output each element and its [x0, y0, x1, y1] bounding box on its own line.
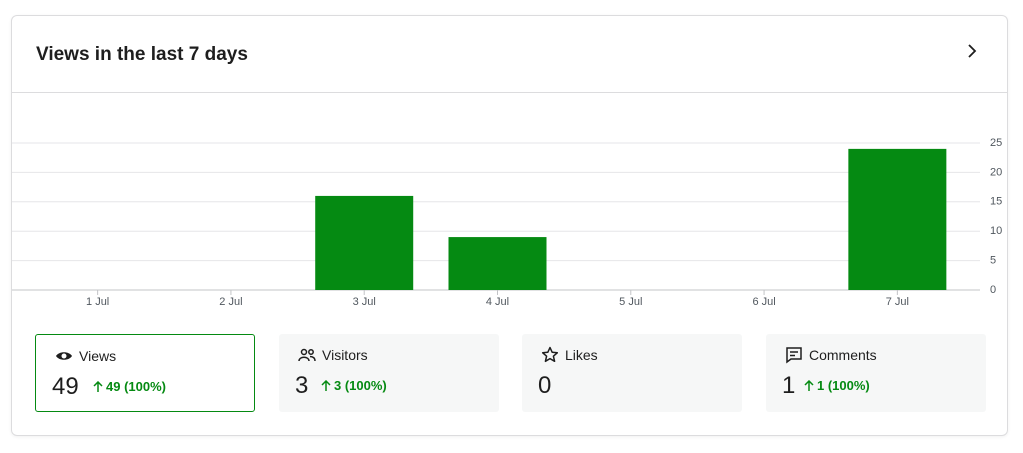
stat-value: 3	[295, 372, 309, 399]
stat-change-text: 49 (100%)	[106, 379, 166, 394]
stat-change: 49 (100%)	[93, 379, 166, 394]
star-icon	[541, 346, 559, 363]
views-card: Views in the last 7 days	[11, 15, 1008, 436]
bar	[448, 237, 547, 290]
x-tick-label: 5 Jul	[619, 296, 642, 308]
divider	[12, 92, 1007, 93]
stat-card[interactable]: Comments 1 1 (100%)	[766, 334, 986, 412]
y-tick-label: 20	[990, 166, 1002, 178]
y-tick-label: 10	[990, 225, 1002, 237]
chart: 0 5 10 15 20 25 1 Jul 2 Jul 3 Jul 4 Jul 5 Jul 6 Jul…	[12, 137, 1002, 308]
stat-label: Views	[79, 348, 117, 364]
bar	[848, 148, 947, 290]
chevron-button[interactable]	[965, 44, 979, 58]
stat-value: 0	[538, 372, 552, 399]
stat-change-text: 1 (100%)	[817, 378, 870, 393]
x-tick-label: 7 Jul	[886, 296, 909, 308]
y-tick-label: 0	[990, 284, 996, 296]
stat-change-text: 3 (100%)	[334, 378, 387, 393]
bar	[315, 195, 414, 290]
stat-card[interactable]: Likes 0	[522, 334, 742, 412]
stat-change: 3 (100%)	[321, 378, 387, 393]
stat-label: Comments	[809, 347, 877, 363]
up-arrow	[321, 379, 331, 391]
x-tick-label: 6 Jul	[752, 296, 775, 308]
stat-label: Visitors	[322, 347, 368, 363]
card-title: Views in the last 7 days	[36, 44, 248, 65]
x-tick-label: 2 Jul	[219, 296, 242, 308]
x-tick-label: 4 Jul	[486, 296, 509, 308]
comment-icon	[786, 347, 802, 364]
up-arrow	[93, 380, 103, 392]
stat-label: Likes	[565, 347, 598, 363]
y-tick-label: 15	[990, 196, 1002, 208]
people-icon	[298, 348, 316, 362]
eye-icon	[56, 352, 72, 360]
x-tick-label: 1 Jul	[86, 296, 109, 308]
up-arrow	[804, 379, 814, 391]
stat-card[interactable]: Views 49 49 (100%)	[35, 334, 255, 412]
y-tick-label: 5	[990, 255, 996, 267]
stat-card[interactable]: Visitors 3 3 (100%)	[279, 334, 499, 412]
stat-value: 49	[52, 373, 79, 400]
y-tick-label: 25	[990, 137, 1002, 149]
stat-value: 1	[782, 372, 796, 399]
x-tick-label: 3 Jul	[353, 296, 376, 308]
stat-change: 1 (100%)	[804, 378, 870, 393]
